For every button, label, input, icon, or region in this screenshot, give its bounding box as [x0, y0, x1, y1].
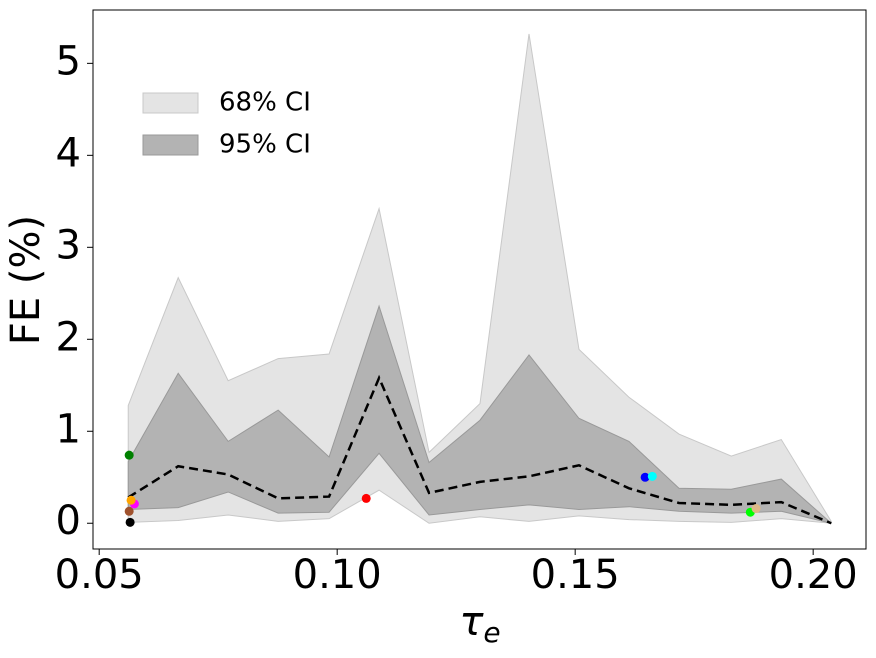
x-tick-label: 0.05: [55, 552, 144, 598]
point: [640, 472, 650, 482]
point: [647, 471, 657, 481]
x-tick-label: 0.20: [769, 552, 858, 598]
point: [126, 495, 136, 505]
legend-swatch: [142, 92, 199, 114]
legend-label: 95% CI: [219, 130, 311, 160]
legend-swatch: [142, 134, 199, 156]
y-axis-label: FE (%): [3, 215, 49, 345]
y-tick-label: 4: [56, 130, 81, 176]
y-tick-label: 0: [56, 498, 81, 544]
x-label-symbol: τ: [459, 599, 484, 645]
x-tick-label: 0.10: [293, 552, 382, 598]
point: [125, 517, 135, 527]
y-tick-label: 5: [56, 38, 81, 84]
y-tick-label: 2: [56, 314, 81, 360]
median-line: [127, 374, 832, 525]
point: [361, 493, 371, 503]
point: [124, 450, 134, 460]
point: [751, 504, 761, 514]
y-tick-label: 1: [56, 406, 81, 452]
ci-band: [127, 304, 832, 524]
y-tick-label: 3: [56, 222, 81, 268]
point: [124, 506, 134, 516]
plot-frame: [92, 9, 867, 550]
x-tick-label: 0.15: [531, 552, 620, 598]
x-label-subscript: e: [483, 616, 500, 649]
legend-label: 68% CI: [219, 88, 311, 118]
x-axis-label: τe: [459, 599, 500, 649]
